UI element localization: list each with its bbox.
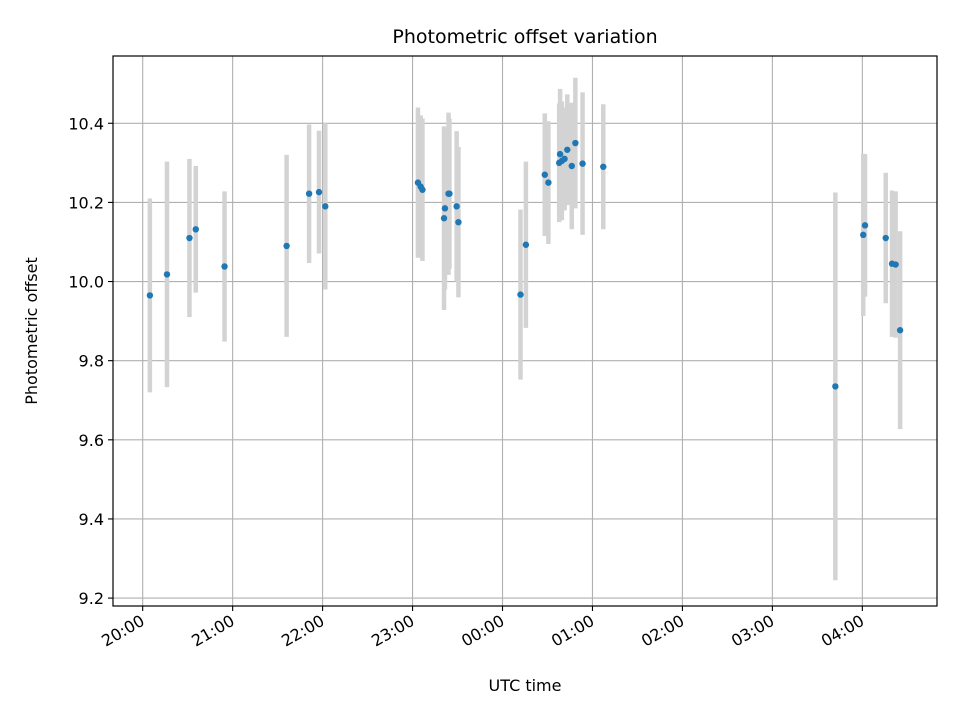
data-point: [453, 203, 460, 210]
data-point: [896, 327, 904, 334]
y-tick-label: 9.2: [79, 589, 104, 608]
data-point: [455, 218, 462, 226]
data-point: [192, 226, 199, 233]
data-point: [892, 261, 899, 268]
data-point: [568, 162, 575, 170]
data-point: [322, 203, 329, 210]
data-point: [163, 271, 171, 278]
data-point: [315, 188, 323, 196]
data-point: [545, 179, 552, 186]
data-point: [579, 160, 586, 167]
data-point: [564, 146, 571, 153]
y-tick-label: 10.2: [68, 193, 104, 212]
data-point: [440, 215, 448, 222]
data-point: [832, 383, 839, 390]
data-point: [305, 190, 313, 197]
data-point: [561, 155, 568, 163]
data-point: [522, 241, 530, 248]
data-point: [600, 163, 607, 170]
y-tick-label: 10.4: [68, 114, 104, 133]
plot-area: [113, 56, 937, 606]
data-point: [541, 171, 548, 178]
data-point: [186, 234, 193, 242]
data-point: [860, 231, 867, 239]
data-point: [861, 222, 869, 229]
data-point: [441, 205, 449, 212]
y-tick-label: 9.6: [79, 431, 104, 450]
data-point: [882, 234, 889, 242]
y-tick-label: 9.4: [79, 510, 104, 529]
data-point: [572, 139, 579, 147]
data-point: [146, 292, 154, 299]
chart-title: Photometric offset variation: [392, 26, 657, 48]
y-axis-title: Photometric offset: [22, 257, 41, 405]
data-point: [419, 186, 426, 193]
y-tick-label: 9.8: [79, 352, 104, 371]
data-point: [446, 190, 453, 197]
y-tick-label: 10.0: [68, 273, 104, 292]
data-point: [556, 150, 564, 158]
data-point: [221, 263, 228, 270]
data-point: [283, 242, 290, 250]
x-axis-title: UTC time: [489, 676, 562, 695]
data-point: [517, 291, 524, 298]
point-layer: [146, 139, 904, 390]
plot-frame: [112, 55, 938, 607]
